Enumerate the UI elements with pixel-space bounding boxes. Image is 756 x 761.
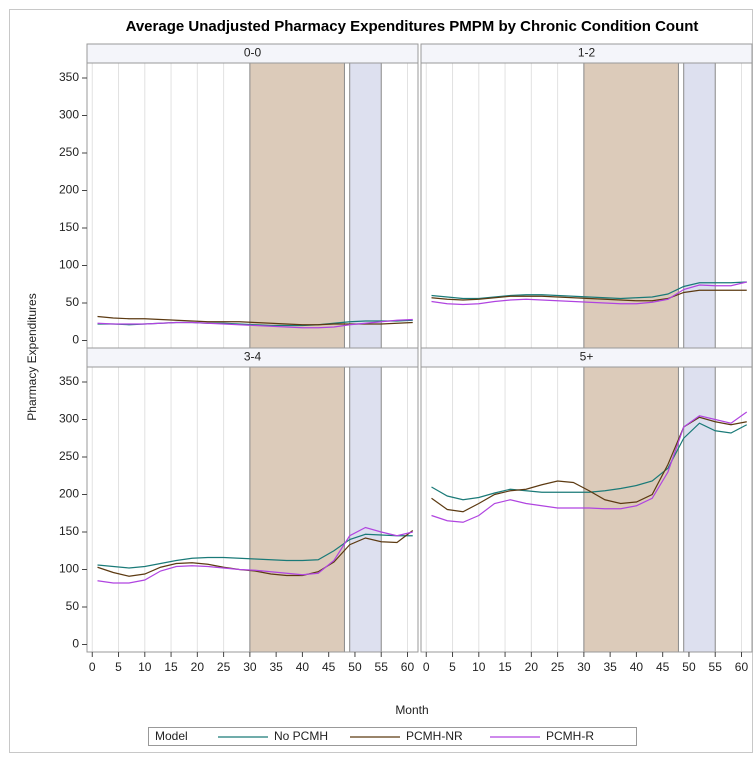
x-tick-label: 10 (472, 660, 486, 674)
legend-label: PCMH-R (546, 729, 594, 743)
shaded-band (249, 62, 345, 349)
y-tick-label: 150 (59, 220, 79, 234)
shaded-band (349, 366, 382, 653)
x-tick-label: 60 (735, 660, 749, 674)
panel-title: 5+ (580, 350, 594, 364)
shaded-band (683, 62, 716, 349)
y-tick-label: 300 (59, 108, 79, 122)
x-tick-label: 45 (656, 660, 670, 674)
y-tick-label: 350 (59, 70, 79, 84)
y-tick-label: 200 (59, 183, 79, 197)
series-line (97, 318, 413, 329)
legend-label: No PCMH (274, 729, 328, 743)
y-tick-label: 300 (59, 412, 79, 426)
y-tick-label: 0 (72, 637, 79, 651)
y-tick-label: 200 (59, 487, 79, 501)
shaded-band (249, 366, 345, 653)
y-tick-label: 150 (59, 524, 79, 538)
legend-label: PCMH-NR (406, 729, 463, 743)
y-tick-label: 50 (66, 295, 80, 309)
series-line (431, 411, 748, 523)
x-tick-label: 5 (449, 660, 456, 674)
x-tick-label: 55 (709, 660, 723, 674)
shaded-band (349, 62, 382, 349)
series-line (431, 416, 747, 513)
y-tick-label: 250 (59, 145, 79, 159)
panel-title: 0-0 (244, 46, 262, 60)
y-tick-label: 0 (72, 333, 79, 347)
panel-border (86, 366, 419, 653)
shaded-band (583, 62, 679, 349)
x-tick-label: 0 (89, 660, 96, 674)
x-tick-label: 5 (115, 660, 122, 674)
y-tick-label: 350 (59, 374, 79, 388)
x-tick-label: 15 (164, 660, 178, 674)
shaded-band (683, 366, 716, 653)
x-tick-label: 20 (525, 660, 539, 674)
series-line (97, 533, 413, 569)
x-tick-label: 35 (603, 660, 617, 674)
x-tick-label: 50 (682, 660, 696, 674)
y-tick-label: 250 (59, 449, 79, 463)
series-line (431, 289, 747, 302)
x-tick-label: 30 (243, 660, 257, 674)
x-tick-label: 20 (191, 660, 205, 674)
x-tick-label: 25 (217, 660, 231, 674)
x-tick-label: 30 (577, 660, 591, 674)
x-tick-label: 50 (348, 660, 362, 674)
x-axis-label: Month (395, 703, 428, 717)
panel-border (420, 366, 753, 653)
y-axis-label: Pharmacy Expenditures (25, 293, 39, 420)
series-line (97, 530, 414, 577)
x-tick-label: 25 (551, 660, 565, 674)
x-tick-label: 60 (401, 660, 415, 674)
y-tick-label: 100 (59, 562, 79, 576)
panel-title: 3-4 (244, 350, 262, 364)
x-tick-label: 35 (269, 660, 283, 674)
series-line (97, 526, 413, 584)
series-line (431, 422, 748, 501)
legend-title: Model (155, 729, 188, 743)
panel-title: 1-2 (578, 46, 596, 60)
x-tick-label: 40 (296, 660, 310, 674)
x-tick-label: 0 (423, 660, 430, 674)
x-tick-label: 10 (138, 660, 152, 674)
series-line (431, 281, 747, 300)
chart-title: Average Unadjusted Pharmacy Expenditures… (126, 18, 699, 35)
x-tick-label: 55 (375, 660, 389, 674)
y-tick-label: 50 (66, 599, 80, 613)
x-tick-label: 40 (630, 660, 644, 674)
x-tick-label: 45 (322, 660, 336, 674)
series-line (431, 281, 747, 306)
x-tick-label: 15 (498, 660, 512, 674)
y-tick-label: 100 (59, 258, 79, 272)
shaded-band (583, 366, 679, 653)
